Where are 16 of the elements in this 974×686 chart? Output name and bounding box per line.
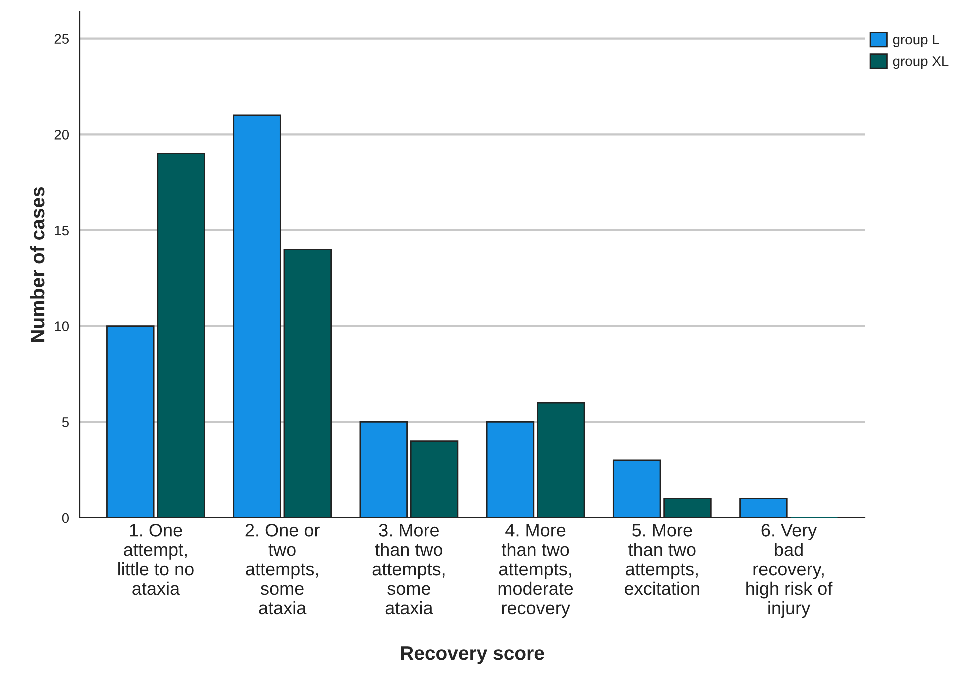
x-tick-label: 5. More than two attempts, excitation (625, 524, 700, 596)
y-tick-label: 25 (54, 34, 70, 44)
x-tick-label: 3. More than two attempts, some ataxia (372, 524, 445, 615)
y-tick-label: 5 (62, 418, 69, 428)
y-tick-label: 15 (55, 226, 70, 236)
y-tick-label: 20 (54, 130, 70, 140)
y-tick-label: 10 (55, 322, 70, 332)
y-axis-title: Number of cases (30, 187, 45, 342)
y-tick-label: 0 (62, 513, 70, 524)
legend-label: group XL (893, 56, 949, 70)
legend-label: group L (893, 34, 940, 48)
x-axis-title: Recovery score (401, 646, 544, 664)
x-tick-label: 2. One or two attempts, some ataxia (246, 524, 320, 615)
x-tick-label: 1. One attempt, little to no ataxia (118, 524, 194, 596)
x-tick-label: 4. More than two attempts, moderate recovery (498, 524, 574, 618)
x-tick-label: 6. Very bad recovery, high risk of injury (746, 524, 833, 618)
